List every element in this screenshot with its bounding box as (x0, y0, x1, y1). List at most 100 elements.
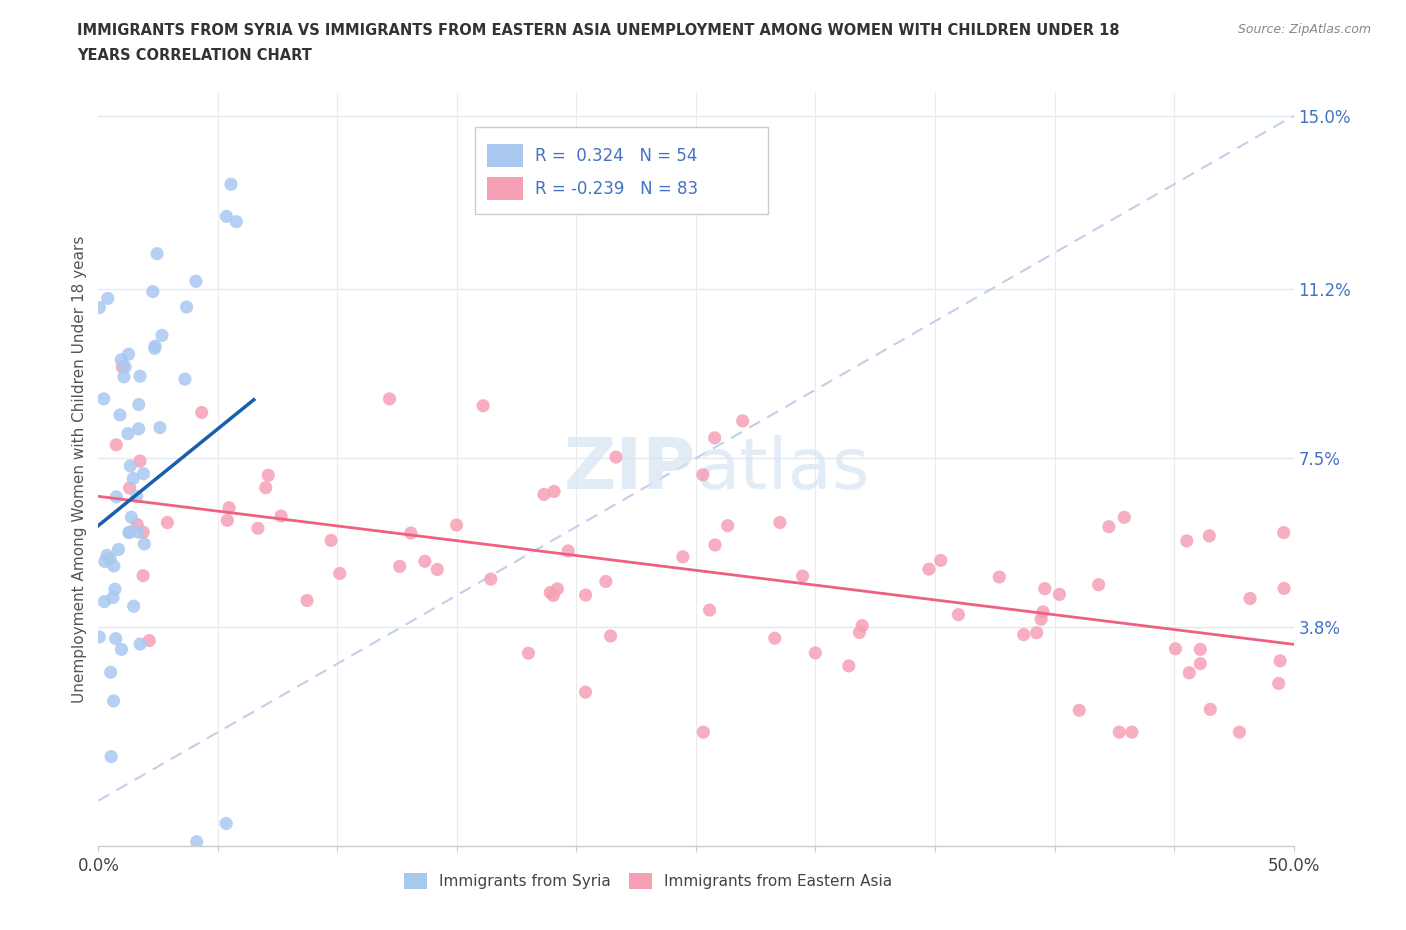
Point (672, 550, 695, 565)
Point (479, 572, 502, 587)
Point (120, 458, 142, 473)
Point (1272, 581, 1295, 596)
Point (143, 339, 166, 353)
Point (1033, 581, 1056, 596)
Point (191, 884, 214, 899)
Point (1108, 724, 1130, 739)
Y-axis label: Unemployment Among Women with Children Under 18 years: Unemployment Among Women with Children U… (72, 236, 87, 703)
Point (89, 630, 111, 644)
Point (295, 593, 318, 608)
Point (329, 566, 352, 581)
Bar (486, 144, 523, 166)
Point (110, 642, 132, 657)
Point (792, 568, 814, 583)
Point (127, 517, 149, 532)
Point (257, 468, 280, 483)
Point (184, 273, 207, 288)
Point (105, 489, 128, 504)
Point (132, 466, 155, 481)
Point (127, 525, 149, 539)
Text: IMMIGRANTS FROM SYRIA VS IMMIGRANTS FROM EASTERN ASIA UNEMPLOYMENT AMONG WOMEN W: IMMIGRANTS FROM SYRIA VS IMMIGRANTS FROM… (77, 23, 1121, 38)
Text: ZIP: ZIP (564, 435, 696, 504)
Point (1025, 625, 1047, 640)
Point (804, 645, 827, 660)
Point (704, 538, 727, 552)
Point (446, 518, 468, 533)
Point (143, 341, 166, 356)
Point (254, 480, 277, 495)
Point (413, 554, 436, 569)
Point (1198, 528, 1220, 543)
Point (98, 551, 121, 566)
Point (128, 421, 150, 436)
Point (94, 554, 117, 569)
Point (948, 607, 970, 622)
Point (120, 510, 142, 525)
Point (319, 533, 342, 548)
Point (851, 618, 873, 633)
Text: R =  0.324   N = 54: R = 0.324 N = 54 (534, 147, 697, 165)
Point (1069, 703, 1091, 718)
Point (104, 582, 127, 597)
Point (763, 631, 786, 645)
Point (118, 525, 141, 539)
Point (103, 559, 125, 574)
Point (1087, 578, 1109, 592)
Point (1175, 534, 1198, 549)
Point (138, 633, 160, 648)
Point (1032, 604, 1054, 619)
Point (132, 568, 155, 583)
Point (125, 489, 148, 504)
Point (1121, 724, 1143, 739)
Point (150, 328, 173, 343)
Point (699, 603, 721, 618)
Bar (486, 178, 523, 200)
Point (717, 518, 740, 533)
Point (1012, 627, 1035, 642)
Point (103, 694, 125, 709)
Point (156, 515, 179, 530)
Point (129, 368, 152, 383)
Point (426, 562, 449, 577)
Point (132, 525, 155, 539)
Point (1199, 702, 1222, 717)
Point (472, 398, 495, 413)
Point (105, 437, 128, 452)
Point (557, 543, 579, 558)
Point (107, 542, 129, 557)
Point (388, 559, 411, 574)
Point (692, 467, 714, 482)
Point (1229, 724, 1251, 739)
Point (218, 500, 240, 515)
Point (703, 431, 725, 445)
Bar (475, 126, 768, 214)
Point (731, 414, 754, 429)
Point (538, 585, 561, 600)
Point (1164, 642, 1187, 657)
Point (575, 588, 598, 603)
Point (128, 397, 150, 412)
Point (929, 553, 952, 568)
Point (134, 537, 156, 551)
Point (543, 588, 565, 603)
Point (112, 369, 135, 384)
Point (599, 629, 621, 644)
Point (117, 347, 139, 362)
Point (96, 548, 118, 563)
Point (93, 594, 115, 609)
Text: R = -0.239   N = 83: R = -0.239 N = 83 (534, 179, 697, 198)
Point (1189, 657, 1212, 671)
Point (838, 658, 860, 673)
Point (174, 372, 197, 387)
Point (122, 599, 145, 614)
Point (1189, 642, 1212, 657)
Point (97, 291, 120, 306)
Point (217, 513, 239, 528)
Point (149, 420, 172, 435)
Point (129, 454, 152, 469)
Point (118, 525, 141, 540)
Point (574, 684, 596, 699)
Point (215, 209, 238, 224)
Point (101, 591, 124, 605)
Point (100, 665, 122, 680)
